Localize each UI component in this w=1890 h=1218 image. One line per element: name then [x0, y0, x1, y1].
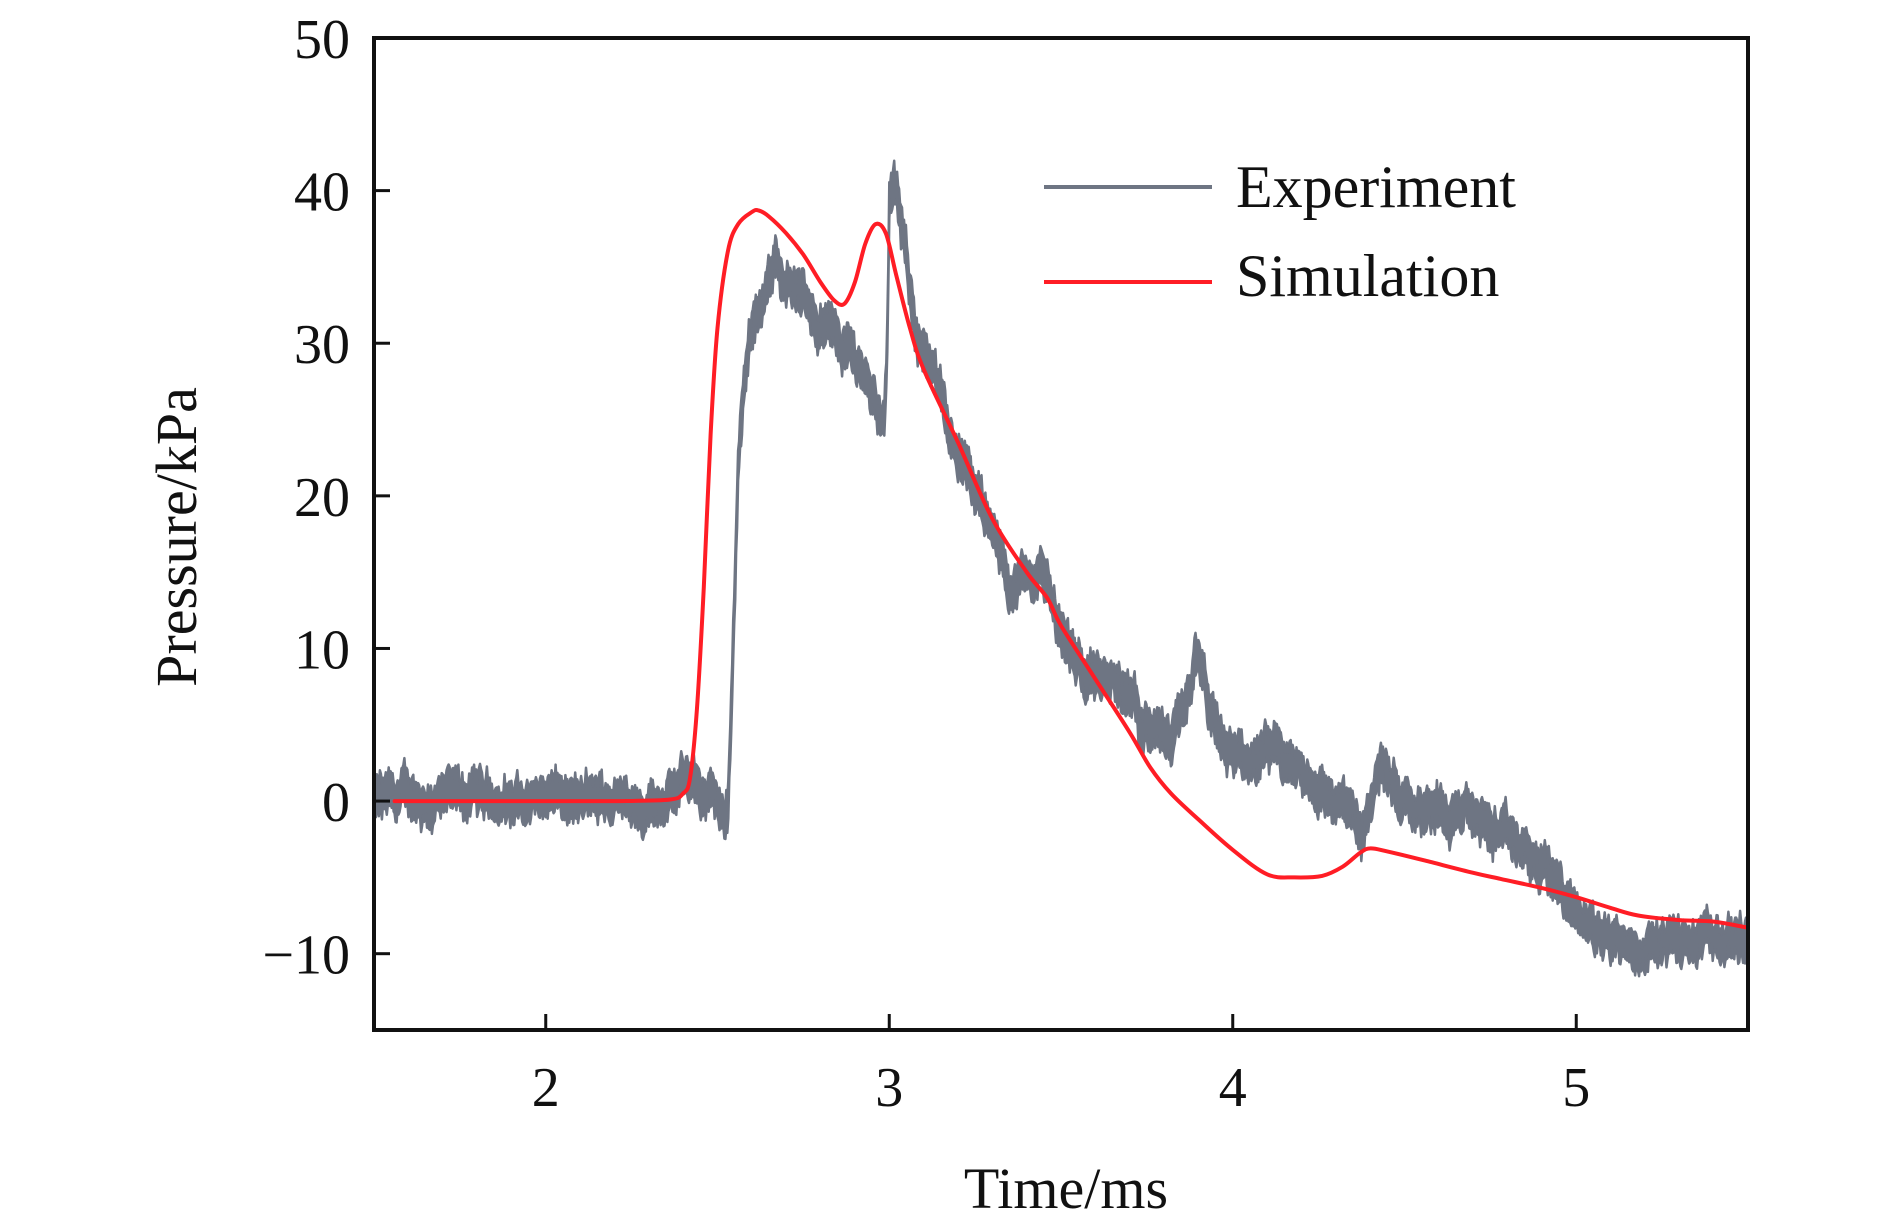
x-axis: 2 3 4 5 [532, 1014, 1590, 1119]
x-tick-label: 3 [875, 1057, 903, 1119]
legend: Experiment Simulation [1044, 154, 1516, 309]
x-axis-title: Time/ms [964, 1156, 1168, 1218]
x-tick-label: 4 [1219, 1057, 1247, 1119]
y-tick-label: 30 [294, 314, 350, 376]
y-axis-title: Pressure/kPa [144, 387, 209, 687]
x-tick-label: 2 [532, 1057, 560, 1119]
y-axis: −10 0 10 20 30 40 50 [262, 9, 390, 987]
legend-label-experiment: Experiment [1236, 154, 1516, 220]
x-tick-label: 5 [1562, 1057, 1590, 1119]
plot-frame [372, 36, 1750, 1032]
y-tick-label: −10 [262, 925, 350, 987]
y-tick-label: 0 [322, 772, 350, 834]
series-layer [375, 159, 1747, 978]
y-tick-label: 20 [294, 467, 350, 529]
y-tick-label: 50 [294, 9, 350, 71]
series-simulation [392, 208, 1747, 930]
y-tick-label: 10 [294, 619, 350, 681]
legend-label-simulation: Simulation [1236, 243, 1499, 309]
series-experiment [375, 159, 1747, 978]
y-tick-label: 40 [294, 162, 350, 224]
